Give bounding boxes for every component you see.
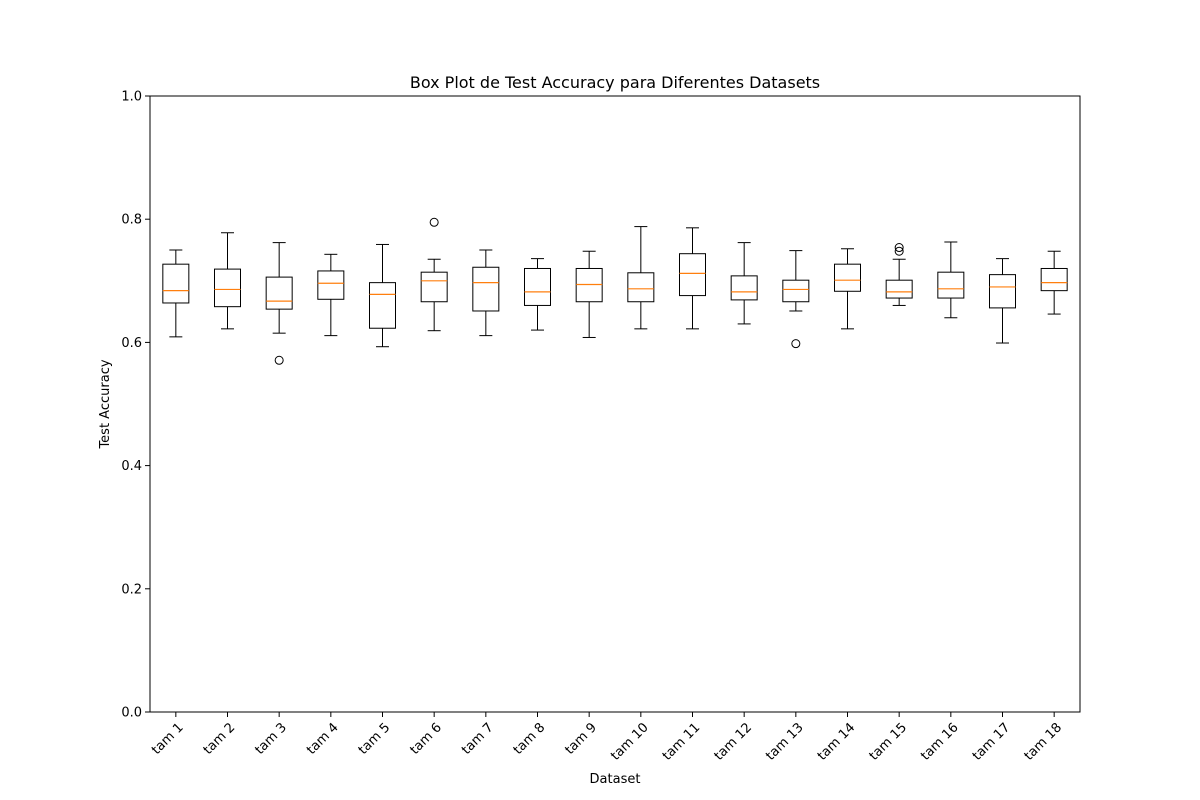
outlier-point [894, 246, 904, 256]
iqr-box [679, 253, 706, 297]
outlier-point [894, 243, 904, 253]
iqr-box [1040, 267, 1068, 292]
iqr-box [834, 263, 861, 292]
box-group-17 [989, 258, 1016, 344]
box-group-9 [575, 250, 603, 338]
plot-frame [149, 95, 1081, 713]
box-group-12 [730, 242, 758, 325]
box-group-14 [834, 248, 861, 330]
box-group-7 [472, 249, 500, 337]
iqr-box [162, 263, 190, 304]
box-group-10 [627, 226, 655, 330]
box-group-11 [679, 227, 706, 330]
outlier-point [429, 217, 439, 227]
box-group-2 [214, 232, 241, 330]
iqr-box [317, 270, 345, 300]
iqr-box [214, 268, 241, 308]
box-group-8 [524, 258, 551, 331]
outlier-point [791, 339, 801, 349]
outlier-point [274, 355, 284, 365]
iqr-box [937, 271, 965, 299]
iqr-box [420, 271, 448, 303]
iqr-box [265, 276, 293, 310]
y-tick-label: 0.6 [121, 336, 142, 351]
box-group-13 [782, 250, 810, 349]
iqr-box [472, 266, 500, 312]
box-group-16 [937, 241, 965, 319]
box-series [162, 217, 1068, 365]
chart-title: Box Plot de Test Accuracy para Diferente… [410, 73, 820, 92]
x-axis-label: Dataset [590, 772, 641, 787]
iqr-box [782, 279, 810, 303]
box-group-1 [162, 249, 190, 338]
box-group-4 [317, 253, 345, 337]
y-tick-label: 0.0 [121, 706, 142, 721]
iqr-box [369, 282, 396, 329]
iqr-box [730, 275, 758, 301]
box-group-18 [1040, 250, 1068, 315]
y-tick-label: 0.2 [121, 582, 142, 597]
box-group-6 [420, 217, 448, 332]
y-axis-label: Test Accuracy [98, 359, 113, 449]
y-tick-label: 0.4 [121, 459, 142, 474]
iqr-box [524, 267, 551, 306]
y-tick-label: 0.8 [121, 213, 142, 228]
iqr-box [989, 274, 1016, 309]
y-axis-ticks: 0.0 0.2 0.4 0.6 0.8 1.0 [121, 90, 150, 721]
iqr-box [627, 272, 655, 303]
box-group-15 [885, 243, 913, 306]
iqr-box [575, 267, 603, 303]
box-group-3 [265, 242, 293, 365]
box-group-5 [369, 243, 396, 348]
y-tick-label: 1.0 [121, 90, 142, 105]
iqr-box [885, 279, 913, 299]
